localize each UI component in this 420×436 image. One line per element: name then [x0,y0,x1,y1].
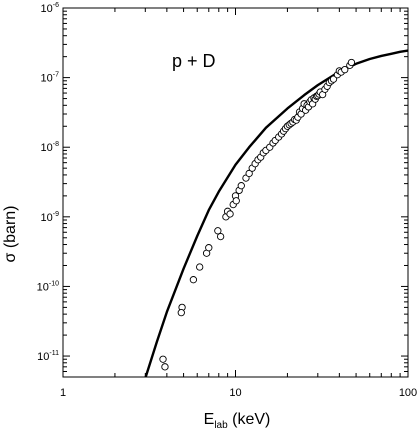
y-axis-title: σ (barn) [2,206,19,263]
y-tick-label: 10-7 [41,72,60,85]
y-tick-label: 10-10 [37,280,59,293]
data-point-marker [159,355,167,363]
y-tick-label-exponent: -11 [49,350,59,357]
data-point-marker [245,169,253,178]
data-point-marker [205,244,213,252]
x-axis-title-rest: (keV) [228,411,271,428]
y-tick-label-base: 10 [37,351,49,363]
x-axis-title-subscript: lab [214,420,228,431]
data-point-marker [177,309,185,317]
data-point-marker [347,58,356,67]
y-tick-label-exponent: -10 [49,280,59,287]
y-tick-label-base: 10 [41,142,53,154]
data-point-marker [214,227,222,235]
y-tick-label-base: 10 [37,281,49,293]
data-point-marker [196,263,204,271]
data-point-marker [329,75,338,83]
y-tick-label-base: 10 [41,73,53,85]
y-tick-label-base: 10 [41,3,53,15]
x-tick-label: 10 [229,387,241,399]
fit-curve-layer [144,49,409,378]
data-point-marker [216,232,225,241]
data-markers-layer [159,58,356,371]
y-tick-label-base: 10 [41,212,53,224]
data-point-marker [226,210,234,218]
y-tick-label-exponent: -9 [53,211,59,218]
annotation-label: p + D [172,51,216,71]
x-axis-title-main: E [204,411,215,428]
y-tick-label-exponent: -7 [53,72,59,79]
data-point-marker [189,276,198,284]
x-tick-label: 100 [399,387,417,399]
y-tick-label: 10-6 [41,2,60,15]
data-point-marker [341,66,349,74]
y-tick-label-exponent: -6 [53,2,59,9]
x-tick-labels: 1 10 100 [60,387,417,399]
x-tick-label: 1 [60,387,66,399]
y-tick-label: 10-9 [41,211,60,224]
fit-curve [144,49,409,378]
data-point-marker [232,197,240,205]
x-axis-title: Elab (keV) [204,411,271,431]
axis-ticks [62,7,409,378]
y-tick-label: 10-8 [41,141,60,154]
data-point-marker [161,363,169,371]
y-tick-label: 10-11 [37,350,59,363]
data-point-marker [237,182,245,190]
y-tick-label-exponent: -8 [53,141,59,148]
